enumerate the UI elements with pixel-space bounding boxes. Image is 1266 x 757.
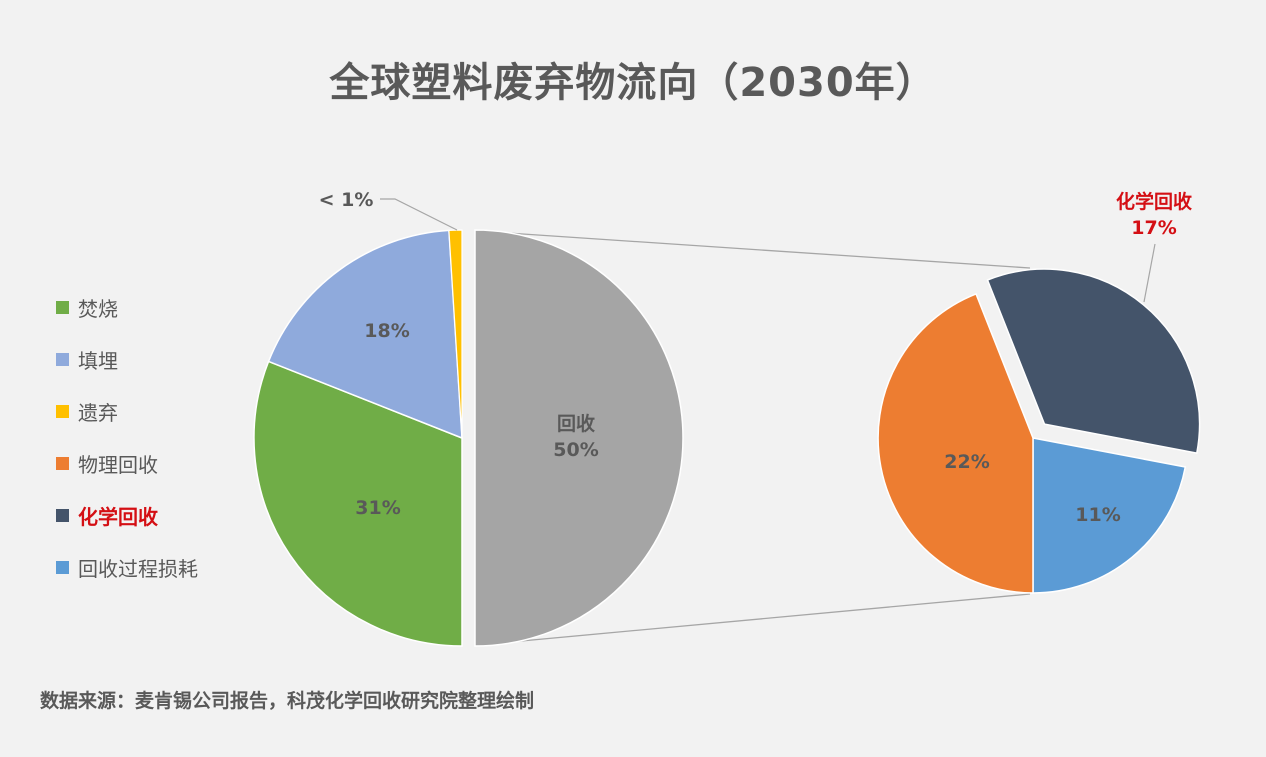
slice-physical-recycling (877, 292, 1034, 594)
legend-label: 化学回收 (78, 504, 158, 529)
label-physical-pct: 22% (944, 451, 989, 473)
label-recycle-pct: 50% (553, 439, 598, 461)
slice-recycling-loss (1032, 437, 1187, 594)
connector-line-top (477, 230, 1031, 269)
legend-swatch-orange (56, 456, 69, 470)
legend-item-landfill: 填埋 (56, 333, 198, 385)
legend-swatch-green (56, 300, 69, 314)
legend-label: 遗弃 (78, 400, 118, 425)
legend-item-recycling-loss: 回收过程损耗 (56, 541, 198, 593)
legend-label: 回收过程损耗 (78, 556, 198, 581)
label-incineration-pct: 31% (355, 497, 400, 519)
legend-label: 焚烧 (78, 296, 118, 321)
label-landfill-pct: 18% (364, 320, 409, 342)
slice-abandoned (448, 229, 463, 439)
label-chemical-name: 化学回收 (1116, 190, 1192, 213)
legend-item-abandoned: 遗弃 (56, 385, 198, 437)
legend-item-chemical-recycling: 化学回收 (56, 489, 198, 541)
label-recycle-name: 回收 (557, 412, 595, 435)
legend-label: 填埋 (78, 348, 118, 373)
slice-chemical-recycling (986, 268, 1201, 454)
leader-line-abandoned (380, 198, 458, 231)
label-chemical-pct: 17% (1131, 217, 1176, 239)
legend-item-incineration: 焚烧 (56, 281, 198, 333)
legend-item-physical-recycling: 物理回收 (56, 437, 198, 489)
legend-label: 物理回收 (78, 452, 158, 477)
slice-incineration (253, 360, 463, 647)
slice-landfill (267, 229, 463, 440)
slice-recycle (474, 229, 684, 647)
label-abandoned-pct: < 1% (319, 189, 374, 211)
legend-swatch-lightblue (56, 352, 69, 366)
legend-swatch-navy (56, 508, 69, 522)
chart-title: 全球塑料废弃物流向（2030年） (329, 60, 937, 106)
label-loss-pct: 11% (1075, 504, 1120, 526)
legend-swatch-blue (56, 560, 69, 574)
legend-swatch-yellow (56, 404, 69, 418)
leader-line-chemical (1143, 243, 1156, 303)
data-source-note: 数据来源：麦肯锡公司报告，科茂化学回收研究院整理绘制 (40, 690, 535, 712)
legend: 焚烧 填埋 遗弃 物理回收 化学回收 回收过程损耗 (56, 281, 198, 593)
connector-line-bottom (477, 593, 1031, 646)
